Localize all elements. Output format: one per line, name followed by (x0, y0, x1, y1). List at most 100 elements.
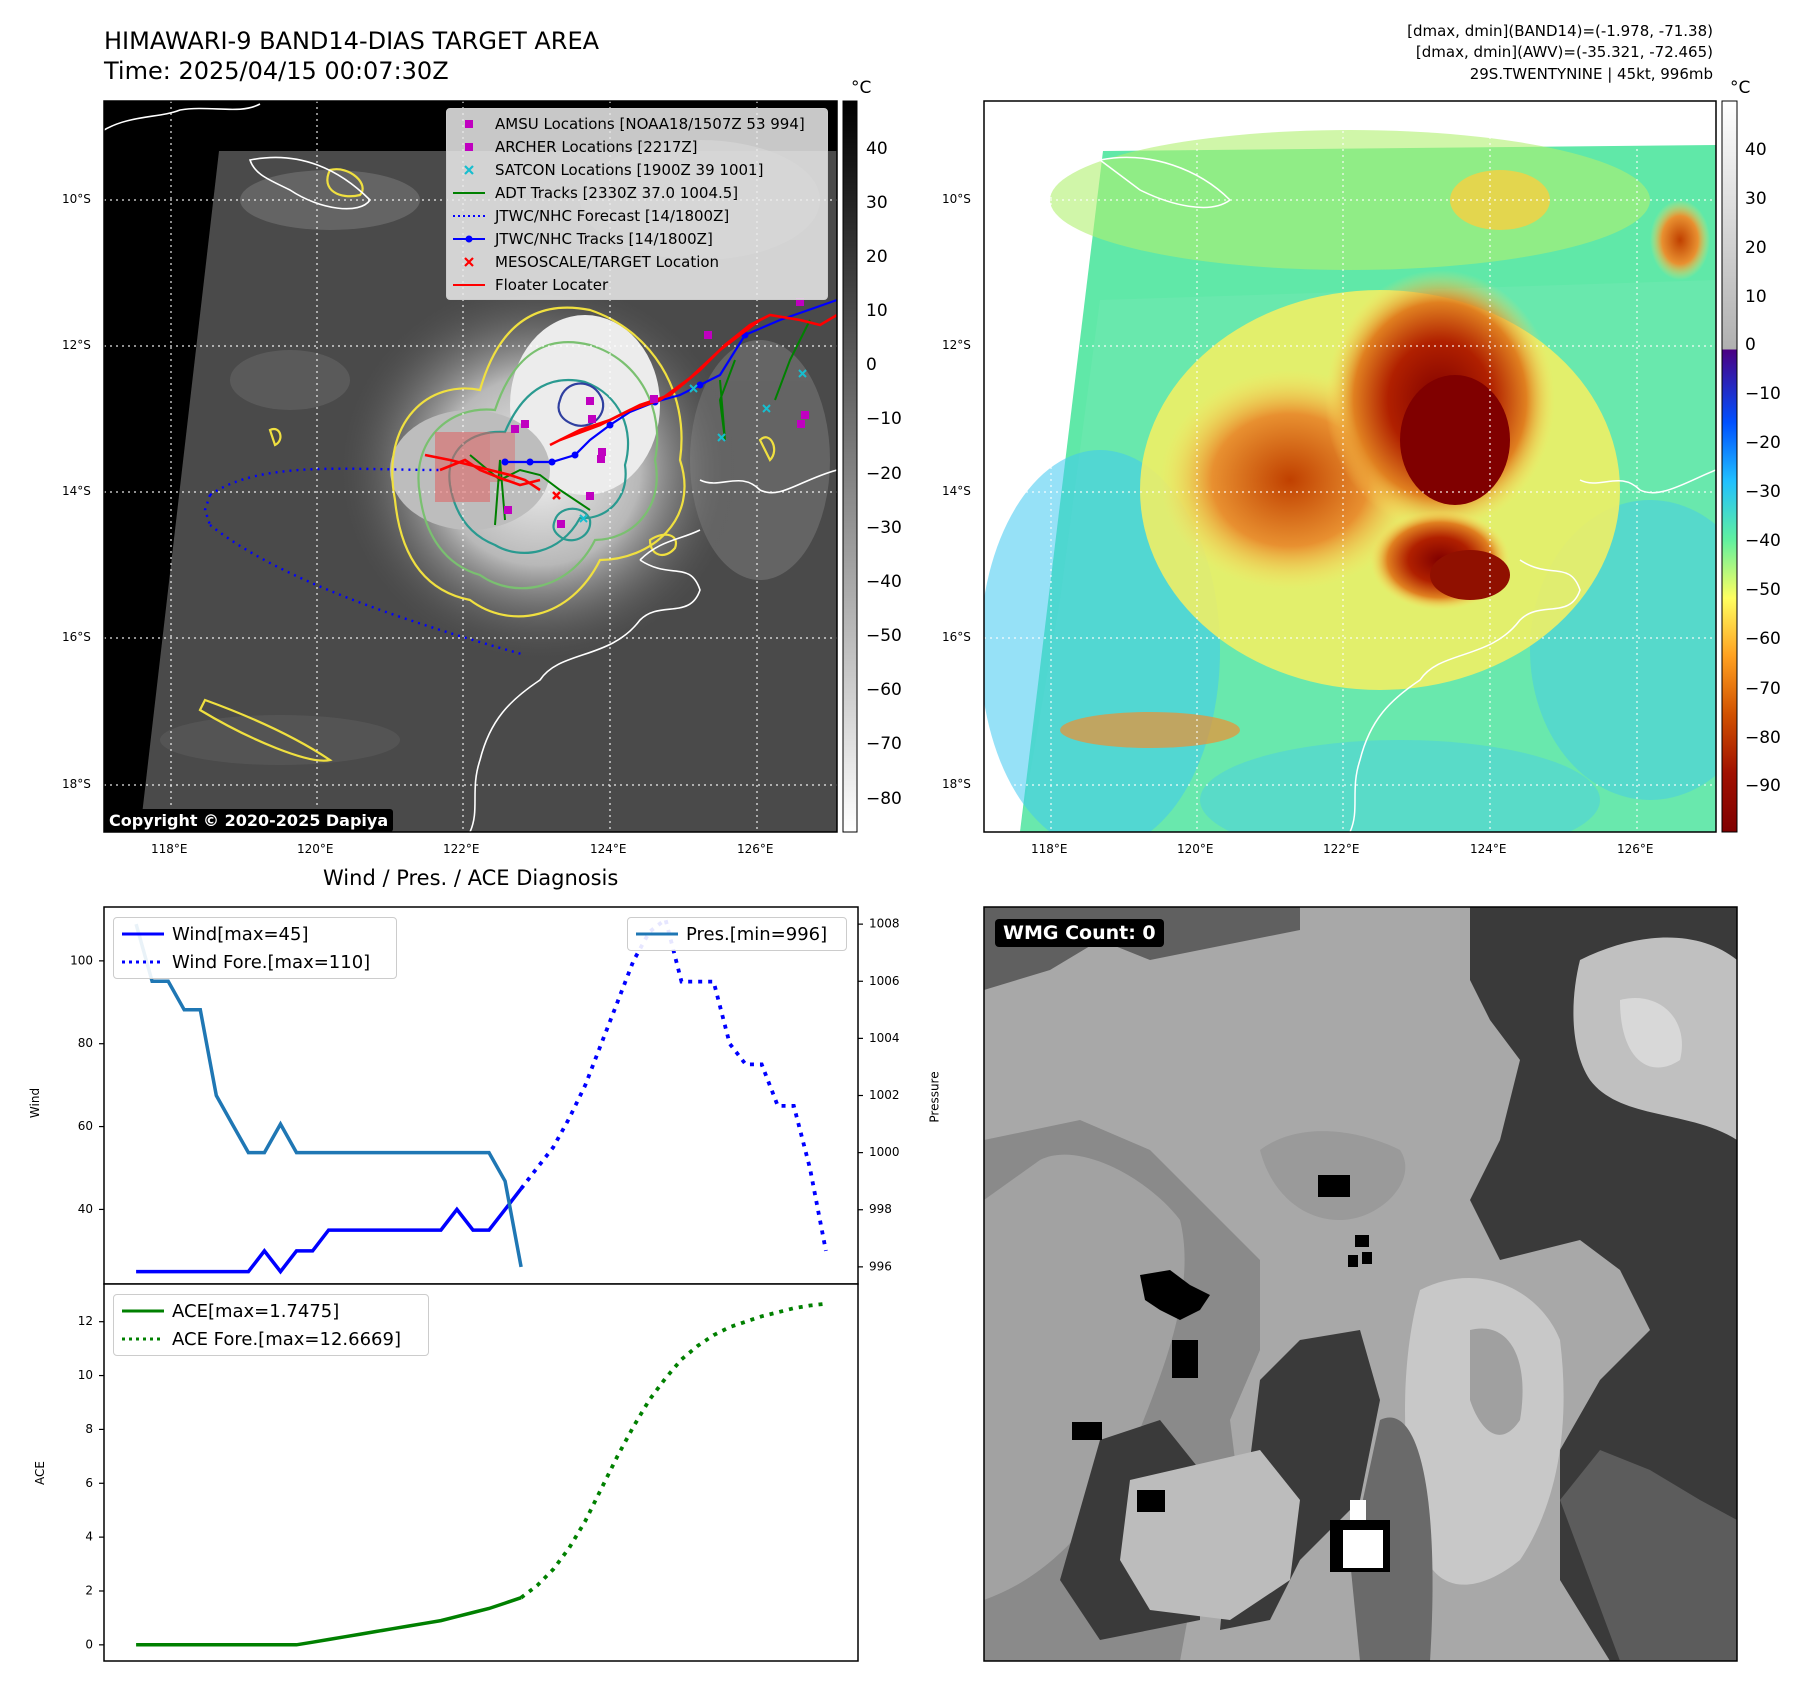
colorbar2-tick: −90 (1745, 776, 1781, 796)
map-legend-label: MESOSCALE/TARGET Location (495, 252, 720, 271)
ace-ytick-label: 4 (85, 1530, 93, 1544)
ace-ytick-label: 8 (85, 1422, 93, 1436)
ace-ytick-label: 2 (85, 1583, 93, 1597)
ace-ytick-label: 0 (85, 1637, 93, 1651)
colorbar1-tick: −70 (866, 734, 902, 755)
wind-legend: Wind[max=45] Wind Fore.[max=110] (113, 917, 397, 979)
title-line1: HIMAWARI-9 BAND14-DIAS TARGET AREA (104, 27, 600, 55)
colorbar2-tick: 10 (1745, 287, 1767, 307)
map1-lat-label: 16°S (62, 630, 91, 644)
map2-lat-label: 12°S (942, 338, 971, 352)
colorbar2-tick: −30 (1745, 482, 1781, 502)
wind-axis-label: Wind (28, 1087, 43, 1119)
ace-series-line-0 (136, 1596, 522, 1647)
colorbar2-tick: 40 (1745, 140, 1767, 160)
colorbar2-tick: −50 (1745, 580, 1781, 600)
legend-symbol-dotted (453, 214, 485, 217)
wmg-frame (983, 906, 1738, 1662)
colorbar2-tick: −60 (1745, 629, 1781, 649)
legend-symbol-line-dot (453, 235, 485, 242)
map-legend-label: JTWC/NHC Tracks [14/1800Z] (495, 229, 713, 248)
map1-lat-label: 12°S (62, 338, 91, 352)
colorbar1-unit: °C (851, 78, 872, 98)
colorbar2-unit: °C (1730, 78, 1751, 98)
info-line2: [dmax, dmin](AWV)=(-35.321, -72.465) (1415, 43, 1713, 61)
map-legend-label: Floater Locater (495, 275, 609, 294)
map2-lon-label: 126°E (1617, 842, 1654, 856)
map1-lat-label: 18°S (62, 777, 91, 791)
colorbar1-tick: 10 (866, 301, 888, 322)
colorbar2-tick: −70 (1745, 679, 1781, 699)
colorbar2-tick: −20 (1745, 433, 1781, 453)
colorbar2-tick: 20 (1745, 238, 1767, 258)
info-line1: [dmax, dmin](BAND14)=(-1.978, -71.38) (1407, 22, 1713, 40)
wind-legend-label: Wind[max=45] (172, 923, 309, 945)
pres-legend-label: Pres.[min=996] (686, 923, 828, 945)
map-legend-label: SATCON Locations [1900Z 39 1001] (495, 160, 764, 179)
pres-ytick-label: 996 (869, 1259, 892, 1273)
map2-frame (983, 100, 1717, 833)
colorbar1-tick: −10 (866, 409, 902, 430)
pres-legend-line (636, 932, 678, 936)
ace-legend-line (122, 1309, 164, 1313)
wmg-panel (984, 907, 1737, 1661)
map-legend-row: JTWC/NHC Forecast [14/1800Z] (447, 204, 827, 227)
colorbar-awv (1721, 100, 1738, 833)
map-legend-label: JTWC/NHC Forecast [14/1800Z] (495, 206, 730, 225)
map-legend-row: AMSU Locations [NOAA18/1507Z 53 994] (447, 112, 827, 135)
pres-ytick-label: 998 (869, 1202, 892, 1216)
map1-lon-label: 122°E (443, 842, 480, 856)
map-legend-row: MESOSCALE/TARGET Location (447, 250, 827, 273)
map2-lat-label: 14°S (942, 484, 971, 498)
ace-ytick-label: 10 (78, 1368, 93, 1382)
map2-lon-label: 118°E (1031, 842, 1068, 856)
legend-symbol-square (465, 119, 473, 128)
pres-ytick-label: 1000 (869, 1145, 900, 1159)
map2-lon-label: 120°E (1177, 842, 1214, 856)
legend-symbol-line (453, 191, 485, 194)
wind-pres-ace-title: Wind / Pres. / ACE Diagnosis (323, 866, 619, 890)
colorbar1-tick: −80 (866, 788, 902, 809)
colorbar1-tick: 30 (866, 192, 888, 213)
ace-ytick-label: 12 (78, 1314, 93, 1328)
legend-symbol-line (453, 283, 485, 286)
map-legend-label: AMSU Locations [NOAA18/1507Z 53 994] (495, 114, 805, 133)
wind-ytick-label: 40 (78, 1202, 93, 1216)
colorbar1-tick: −30 (866, 517, 902, 538)
pres-ytick-label: 1004 (869, 1031, 900, 1045)
map2-lon-label: 124°E (1470, 842, 1507, 856)
legend-symbol-square (465, 142, 473, 151)
pres-ytick-label: 1002 (869, 1088, 900, 1102)
map-legend-label: ARCHER Locations [2217Z] (495, 137, 698, 156)
series-line-0 (136, 1187, 523, 1275)
map-legend-row: Floater Locater (447, 273, 827, 296)
pressure-axis-label: Pressure (927, 1071, 942, 1123)
legend-symbol-x (464, 164, 474, 175)
wind-ytick-label: 100 (70, 953, 93, 967)
map-legend: AMSU Locations [NOAA18/1507Z 53 994] ARCH… (446, 108, 828, 300)
map-legend-label: ADT Tracks [2330Z 37.0 1004.5] (495, 183, 739, 202)
awv-map-panel (984, 101, 1716, 832)
colorbar2-tick: 0 (1745, 335, 1756, 355)
colorbar1-tick: 40 (866, 138, 888, 159)
colorbar1-tick: −50 (866, 626, 902, 647)
colorbar1-tick: −60 (866, 680, 902, 701)
map1-lat-label: 10°S (62, 192, 91, 206)
wind-fore-legend-line (122, 960, 164, 964)
ace-axis-label: ACE (32, 1461, 47, 1485)
wmg-count-badge: WMG Count: 0 (995, 919, 1164, 947)
map2-lat-label: 10°S (942, 192, 971, 206)
pres-ytick-label: 1006 (869, 974, 900, 988)
map1-lon-label: 118°E (151, 842, 188, 856)
map1-frame (103, 100, 838, 833)
ace-legend-label: ACE[max=1.7475] (172, 1300, 340, 1322)
map1-lon-label: 126°E (737, 842, 774, 856)
map-legend-row: ADT Tracks [2330Z 37.0 1004.5] (447, 181, 827, 204)
ace-fore-legend-label: ACE Fore.[max=12.6669] (172, 1328, 401, 1350)
colorbar2-tick: 30 (1745, 189, 1767, 209)
pres-ytick-label: 1008 (869, 917, 900, 931)
map2-lat-label: 18°S (942, 777, 971, 791)
colorbar2-tick: −40 (1745, 531, 1781, 551)
wind-legend-line (122, 932, 164, 936)
